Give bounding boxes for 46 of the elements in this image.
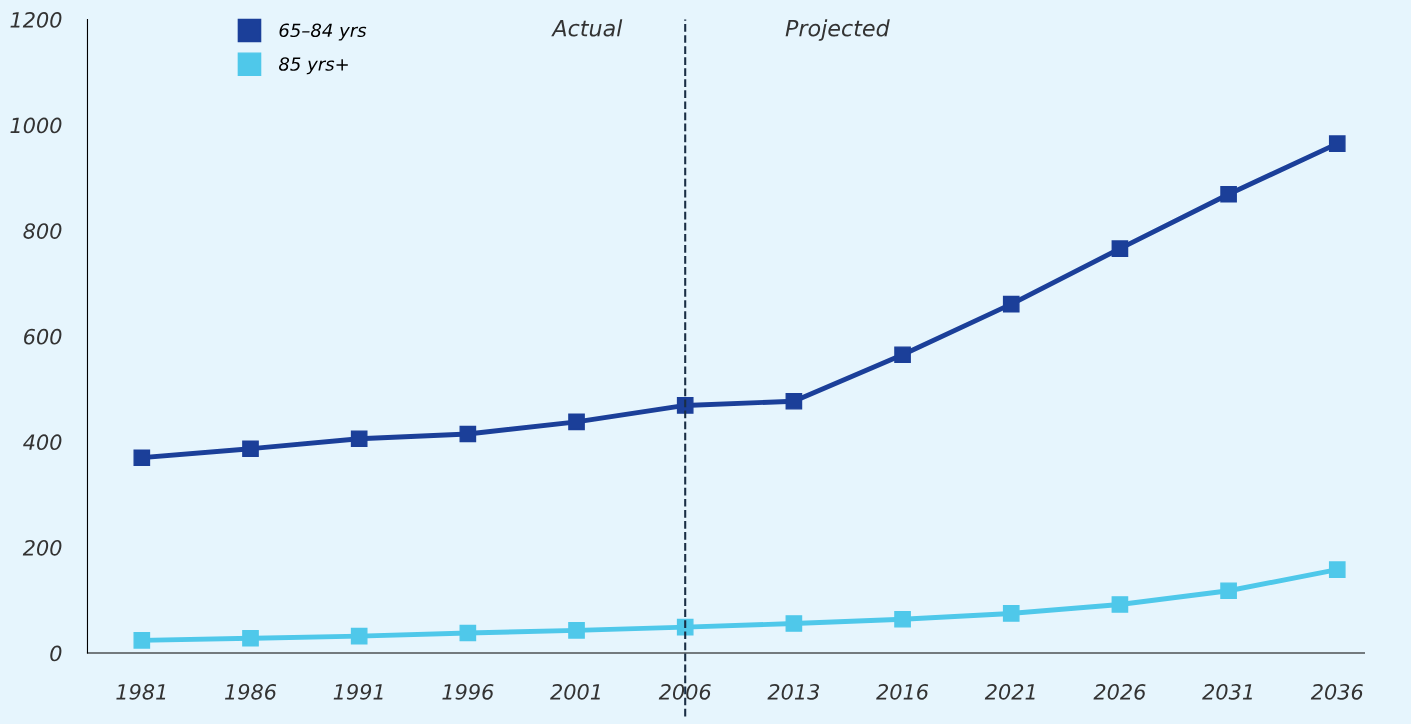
point [350,430,368,448]
point [676,397,694,414]
y-tick-label: 800 [23,223,62,239]
x-tick-label: 2013 [767,683,820,700]
legend-label: 85 yrs+ [278,57,348,75]
point [568,413,585,431]
x-tick-label: 1981 [116,683,166,700]
y-tick-label: 1200 [10,12,62,28]
x-tick-label: 2031 [1202,683,1252,700]
legend-label: 65–84 yrs [279,23,367,41]
y-tick-label: 0 [50,645,62,662]
point [1002,295,1020,313]
point [459,624,477,642]
annotation: Actual [551,19,623,37]
x-tick-label: 2001 [550,683,600,700]
point [1328,561,1346,578]
y-tick-label: 1000 [10,117,62,134]
point [133,449,151,467]
x-tick-label: 1991 [333,683,383,700]
point [1328,135,1346,152]
point [242,629,259,647]
y-tick-label: 400 [23,434,62,451]
point [1220,185,1237,203]
x-tick-label: 2026 [1093,683,1146,700]
x-tick-label: 1986 [225,683,277,700]
y-tick-label: 200 [22,539,62,556]
point [568,622,585,639]
point [785,392,803,410]
point [242,440,259,458]
point [133,632,151,649]
point [1111,596,1129,613]
x-tick-label: 2016 [876,683,929,700]
x-tick-label: 2021 [984,683,1035,700]
annotation: Projected [785,19,890,41]
x-tick-label: 2006 [658,683,711,700]
y-tick-label: 600 [24,328,62,345]
point [1111,240,1129,257]
point [785,615,803,632]
point [894,610,911,628]
point [459,425,477,443]
point [350,627,368,645]
point [1220,582,1237,600]
point [894,346,911,364]
point [1002,605,1020,622]
x-tick-label: 1996 [442,683,494,700]
x-tick-label: 2036 [1310,683,1363,700]
